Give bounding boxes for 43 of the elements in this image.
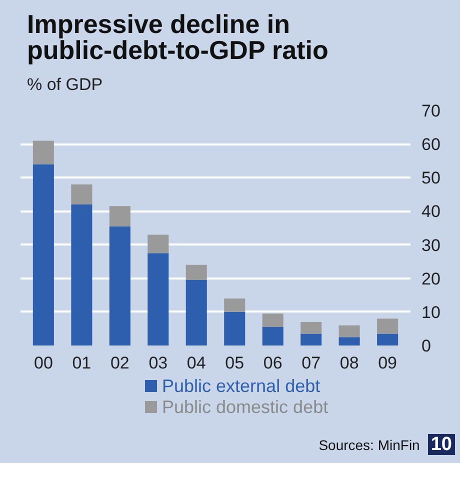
- y-tick-label: 10: [422, 303, 440, 322]
- bar: [186, 265, 207, 280]
- y-tick-label: 40: [422, 202, 440, 222]
- x-tick-label: 00: [34, 354, 53, 373]
- x-tick-label: 07: [302, 354, 321, 373]
- x-tick-label: 04: [186, 354, 206, 373]
- x-tick-label: 06: [263, 354, 282, 373]
- legend-label: Public external debt: [162, 376, 320, 396]
- bar: [300, 322, 322, 334]
- x-tick-label: 03: [148, 354, 168, 373]
- y-axis-title: % of GDP: [27, 74, 103, 96]
- bar: [109, 206, 130, 227]
- x-tick-label: 01: [72, 354, 92, 373]
- legend-label: Public domestic debt: [162, 397, 328, 418]
- bar: [109, 226, 130, 346]
- bar: [338, 337, 360, 346]
- y-tick-label: 60: [422, 135, 440, 154]
- bar: [338, 326, 360, 338]
- y-tick-label: 0: [422, 336, 431, 356]
- x-tick-label: 09: [378, 354, 398, 373]
- bar: [71, 184, 92, 205]
- bar: [262, 314, 284, 328]
- bar: [224, 312, 246, 346]
- bar: [148, 234, 169, 254]
- bar: [148, 253, 169, 346]
- bar: [377, 334, 398, 346]
- chart-title: Impressive decline in public-debt-to-GDP ratio: [27, 9, 330, 65]
- bar: [224, 298, 246, 312]
- y-tick-label: 50: [422, 168, 440, 188]
- bar: [186, 280, 207, 346]
- x-tick-label: 02: [110, 354, 130, 373]
- x-tick-label: 08: [340, 354, 359, 373]
- bar: [32, 140, 54, 164]
- source-note: Sources: MinFin: [318, 436, 420, 453]
- bar: [262, 327, 284, 346]
- y-tick-label: 30: [422, 236, 440, 256]
- bar: [377, 318, 398, 334]
- bar: [32, 164, 54, 346]
- y-tick-label: 70: [422, 102, 440, 121]
- x-tick-label: 05: [225, 354, 244, 373]
- bar: [71, 204, 92, 346]
- y-tick-label: 20: [422, 270, 440, 289]
- bar: [300, 334, 322, 346]
